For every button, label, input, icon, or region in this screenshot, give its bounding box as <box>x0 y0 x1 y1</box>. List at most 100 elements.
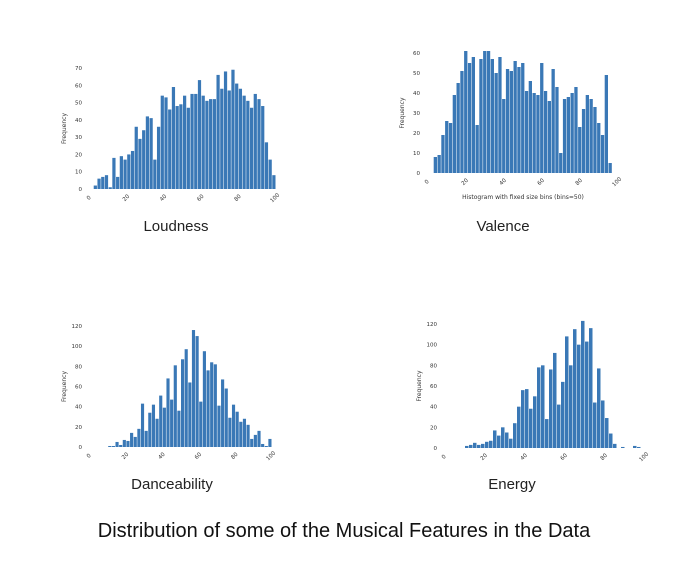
x-tick-label: 60 <box>537 177 547 187</box>
x-tick-label: 0 <box>441 454 448 461</box>
bar-34 <box>601 400 605 448</box>
y-tick-label: 40 <box>75 118 82 124</box>
bar-24 <box>524 91 529 173</box>
bar-29 <box>201 95 205 189</box>
bar-17 <box>156 126 161 189</box>
y-tick-label: 60 <box>413 51 420 57</box>
bar-33 <box>559 153 563 173</box>
y-axis-label: Frequency <box>61 371 68 402</box>
x-tick-label: 20 <box>480 452 490 462</box>
bar-0 <box>433 157 437 173</box>
bar-14 <box>521 390 525 448</box>
bar-11 <box>475 125 479 173</box>
bar-18 <box>537 367 541 448</box>
bar-42 <box>593 107 597 173</box>
y-tick-label: 40 <box>413 91 420 97</box>
bar-13 <box>517 406 521 448</box>
bar-26 <box>190 93 194 189</box>
bar-3 <box>119 444 123 447</box>
bar-25 <box>186 107 190 189</box>
bar-26 <box>202 351 206 447</box>
y-tick-label: 120 <box>72 324 83 330</box>
bar-42 <box>249 107 254 189</box>
bar-32 <box>593 402 597 448</box>
bar-38 <box>235 83 239 189</box>
bar-5 <box>112 157 116 189</box>
bar-21 <box>171 87 176 189</box>
y-tick-label: 60 <box>75 385 82 391</box>
y-tick-label: 100 <box>72 344 83 350</box>
bar-13 <box>483 51 487 173</box>
y-tick-label: 20 <box>430 425 437 431</box>
bar-41 <box>257 430 261 447</box>
bar-25 <box>199 401 203 448</box>
caption-energy: Energy <box>488 476 536 493</box>
bar-3 <box>477 444 481 448</box>
bar-0 <box>465 445 469 448</box>
bar-31 <box>209 99 213 189</box>
bar-6 <box>130 432 134 447</box>
bar-17 <box>498 57 502 173</box>
x-tick-label: 40 <box>499 177 509 187</box>
y-tick-label: 30 <box>413 111 420 117</box>
y-tick-label: 30 <box>75 135 82 141</box>
bar-7 <box>493 430 497 448</box>
bar-36 <box>570 93 574 173</box>
histogram-loudness: 0 10 20 30 40 50 60 70 0 20 40 60 80 100 Frequency <box>61 66 281 204</box>
x-tick-label: 20 <box>461 177 471 187</box>
bar-8 <box>464 51 468 173</box>
histogram-danceability: 0 20 40 60 80 100 120 0 20 40 60 80 100 Frequency <box>61 324 277 462</box>
bar-37 <box>574 87 578 173</box>
bar-24 <box>195 336 199 447</box>
bar-9 <box>467 63 472 173</box>
x-axis-label: Histogram with fixed size bins (bins=50) <box>462 194 584 201</box>
bar-7 <box>460 71 464 173</box>
bar-6 <box>456 83 460 173</box>
bar-10 <box>471 57 475 173</box>
bar-47 <box>268 159 272 189</box>
x-tick-label: 40 <box>157 451 167 461</box>
bar-40 <box>637 446 641 448</box>
bar-28 <box>197 80 202 189</box>
y-tick-label: 70 <box>75 66 82 72</box>
bar-13 <box>155 418 159 447</box>
bar-25 <box>565 336 569 448</box>
bar-34 <box>231 404 236 447</box>
bar-1 <box>111 445 115 447</box>
bar-35 <box>235 411 239 447</box>
bar-27 <box>573 329 577 448</box>
bar-22 <box>553 352 557 448</box>
bar-23 <box>557 404 561 448</box>
bar-20 <box>509 71 513 173</box>
bar-30 <box>547 101 551 173</box>
y-tick-label: 40 <box>430 405 437 411</box>
bar-1 <box>97 178 101 189</box>
bar-19 <box>505 69 510 173</box>
bar-0 <box>93 185 97 189</box>
bar-3 <box>104 175 109 189</box>
bar-23 <box>191 330 196 447</box>
bar-22 <box>188 382 192 447</box>
y-tick-label: 80 <box>430 363 437 369</box>
bar-33 <box>228 417 232 447</box>
x-tick-label: 20 <box>122 193 132 203</box>
bar-24 <box>561 381 565 448</box>
bar-15 <box>525 389 529 448</box>
bar-22 <box>517 67 521 173</box>
bar-42 <box>261 443 265 447</box>
bar-39 <box>633 445 637 448</box>
y-tick-label: 0 <box>417 171 421 177</box>
bar-33 <box>597 368 601 448</box>
x-tick-label: 60 <box>194 451 204 461</box>
bar-30 <box>205 100 209 189</box>
bar-46 <box>264 142 269 189</box>
bar-41 <box>246 100 250 189</box>
bar-27 <box>194 93 198 189</box>
bar-29 <box>213 364 217 447</box>
bar-16 <box>166 378 170 447</box>
x-tick-label: 100 <box>638 451 650 463</box>
bar-21 <box>184 349 188 447</box>
bar-22 <box>175 106 179 189</box>
bar-45 <box>261 106 265 189</box>
bar-2 <box>473 442 477 448</box>
